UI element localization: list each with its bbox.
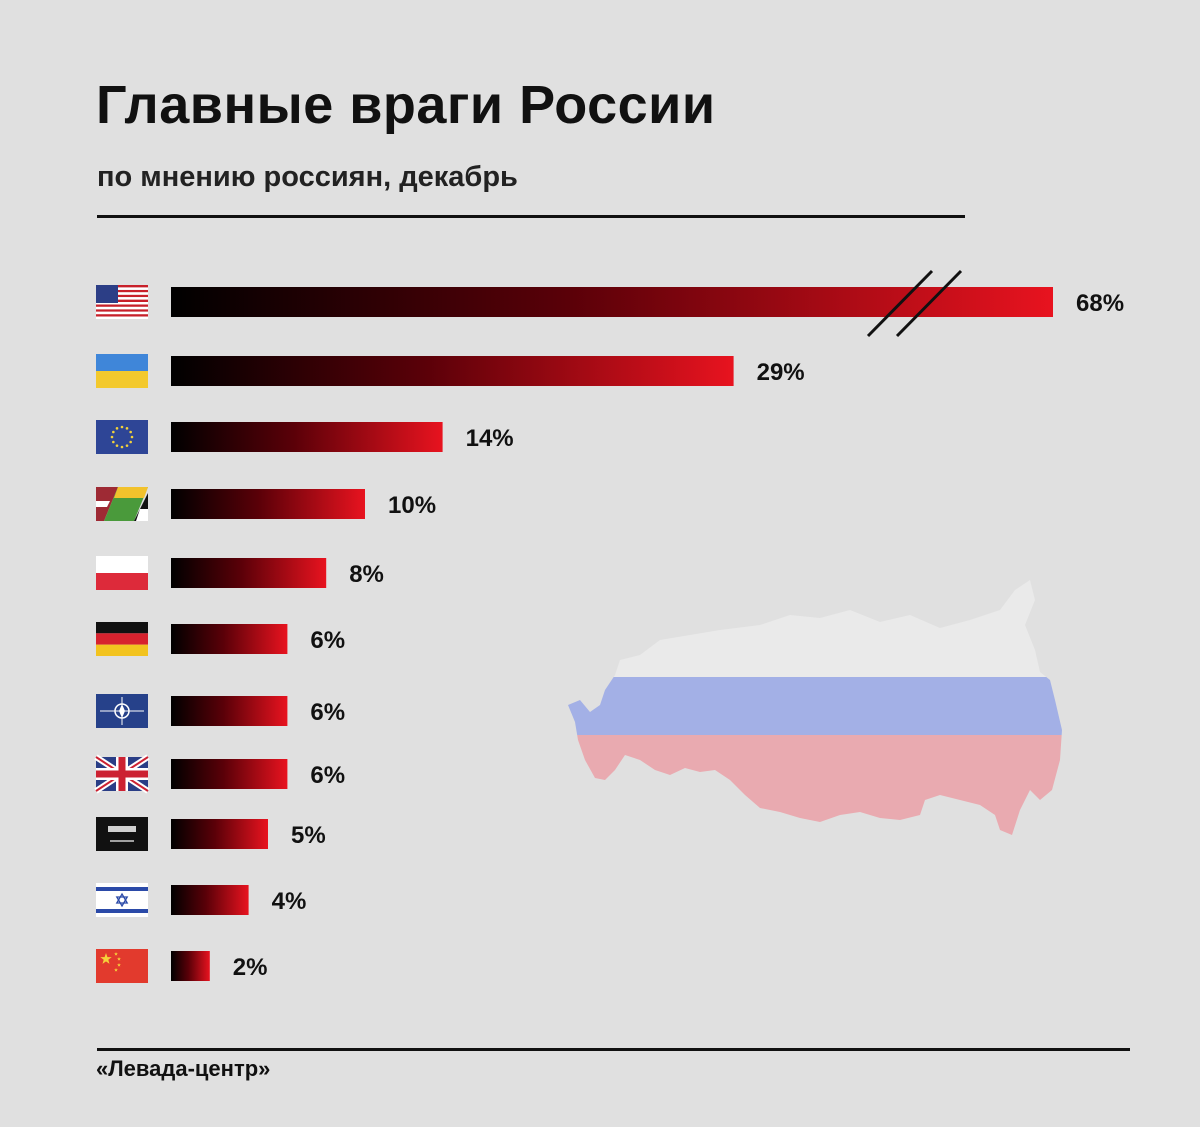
- value-label: 2%: [233, 954, 268, 981]
- page-title: Главные враги России: [96, 75, 716, 135]
- bar: [171, 819, 268, 849]
- value-label: 4%: [272, 888, 307, 915]
- bar: [171, 885, 249, 915]
- value-label: 68%: [1076, 290, 1124, 317]
- eu-flag-icon: [96, 420, 148, 454]
- header-divider: [97, 215, 965, 218]
- bar: [171, 287, 1053, 317]
- bar: [171, 951, 210, 981]
- footer-divider: [97, 1048, 1130, 1051]
- us-flag-icon: [96, 285, 148, 319]
- value-label: 6%: [310, 762, 345, 789]
- value-label: 29%: [757, 359, 805, 386]
- bar: [171, 356, 734, 386]
- bar: [171, 624, 288, 654]
- poland-flag-icon: [96, 556, 148, 590]
- value-label: 10%: [388, 492, 436, 519]
- value-label: 5%: [291, 822, 326, 849]
- value-label: 6%: [310, 627, 345, 654]
- bar: [171, 558, 327, 588]
- bar: [171, 696, 288, 726]
- china-flag-icon: [96, 949, 148, 983]
- ukraine-flag-icon: [96, 354, 148, 388]
- russia-map-graphic: [568, 580, 1062, 835]
- saudi-flag-icon: [96, 817, 148, 851]
- bar: [171, 422, 443, 452]
- value-label: 8%: [349, 561, 384, 588]
- page-subtitle: по мнению россиян, декабрь: [97, 161, 518, 193]
- uk-flag-icon: [94, 754, 150, 794]
- baltic-flags-icon: [96, 487, 148, 521]
- value-label: 14%: [466, 425, 514, 452]
- bar: [171, 759, 288, 789]
- germany-flag-icon: [96, 622, 148, 656]
- nato-flag-icon: [96, 694, 148, 728]
- value-label: 6%: [310, 699, 345, 726]
- source-credit: «Левада-центр»: [96, 1056, 271, 1081]
- axis-break-mark: [866, 269, 963, 338]
- israel-flag-icon: [96, 883, 148, 917]
- bar: [171, 489, 365, 519]
